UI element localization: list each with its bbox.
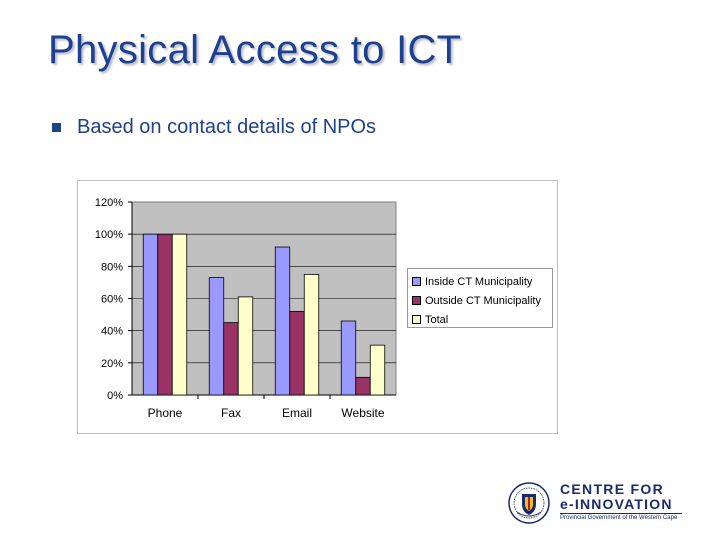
bar-website-series-2	[355, 376, 371, 396]
x-tick-label: Website	[341, 406, 384, 420]
bar-fax-series-2	[223, 322, 239, 396]
x-tick-label: Phone	[148, 406, 183, 420]
bar-email-series-2	[289, 310, 305, 396]
legend-item: Inside CT Municipality	[412, 272, 552, 291]
bar-phone-series-3	[171, 233, 188, 396]
legend-item: Total	[412, 310, 552, 329]
x-tick-label: Fax	[221, 406, 241, 420]
bar-chart: 0% 20% 40% 60% 80% 100% 120% Phone Fax Email Websi…	[77, 180, 558, 434]
bar-website-series-1	[340, 320, 357, 396]
legend-swatch	[412, 315, 421, 324]
legend-label: Outside CT Municipality	[425, 294, 541, 307]
square-bullet-icon	[52, 123, 61, 132]
bullet-point: Based on contact details of NPOs	[52, 116, 376, 139]
centre-for-e-innovation-logo: CENTRE FOR e-INNOVATION Provincial Gover…	[508, 480, 698, 526]
bar-phone-series-2	[157, 233, 173, 396]
chart-canvas: 0% 20% 40% 60% 80% 100% 120% Phone Fax Email Websi…	[95, 197, 397, 420]
bar-email-series-3	[303, 273, 320, 396]
logo-divider	[560, 513, 682, 514]
y-tick-label: 20%	[101, 358, 123, 370]
logo-line-provincial-government: Provincial Government of the Western Cap…	[560, 515, 678, 521]
y-tick-label: 60%	[101, 294, 123, 306]
legend-label: Total	[425, 313, 449, 326]
bar-fax-series-3	[237, 296, 254, 396]
legend-label: Inside CT Municipality	[425, 275, 533, 288]
y-tick-label: 40%	[101, 326, 123, 338]
y-tick-label: 80%	[101, 261, 123, 273]
legend-item: Outside CT Municipality	[412, 291, 552, 310]
coat-of-arms-seal-icon	[508, 482, 550, 524]
bar-email-series-1	[274, 246, 291, 396]
legend-swatch	[412, 277, 421, 286]
y-tick-label: 0%	[107, 390, 123, 402]
logo-line-centre-for: CENTRE FOR	[560, 481, 664, 497]
legend-swatch	[412, 296, 421, 305]
chart-legend: Inside CT Municipality Outside CT Municip…	[407, 268, 553, 328]
y-tick-label: 100%	[95, 229, 123, 241]
y-tick-label: 120%	[95, 197, 123, 209]
slide-title: Physical Access to ICT	[48, 28, 462, 72]
bar-phone-series-1	[142, 233, 159, 396]
bar-website-series-3	[369, 344, 386, 396]
x-tick-label: Email	[282, 406, 312, 420]
logo-line-e-innovation: e-INNOVATION	[560, 496, 673, 512]
bullet-text: Based on contact details of NPOs	[77, 116, 377, 138]
bar-fax-series-1	[208, 277, 225, 396]
